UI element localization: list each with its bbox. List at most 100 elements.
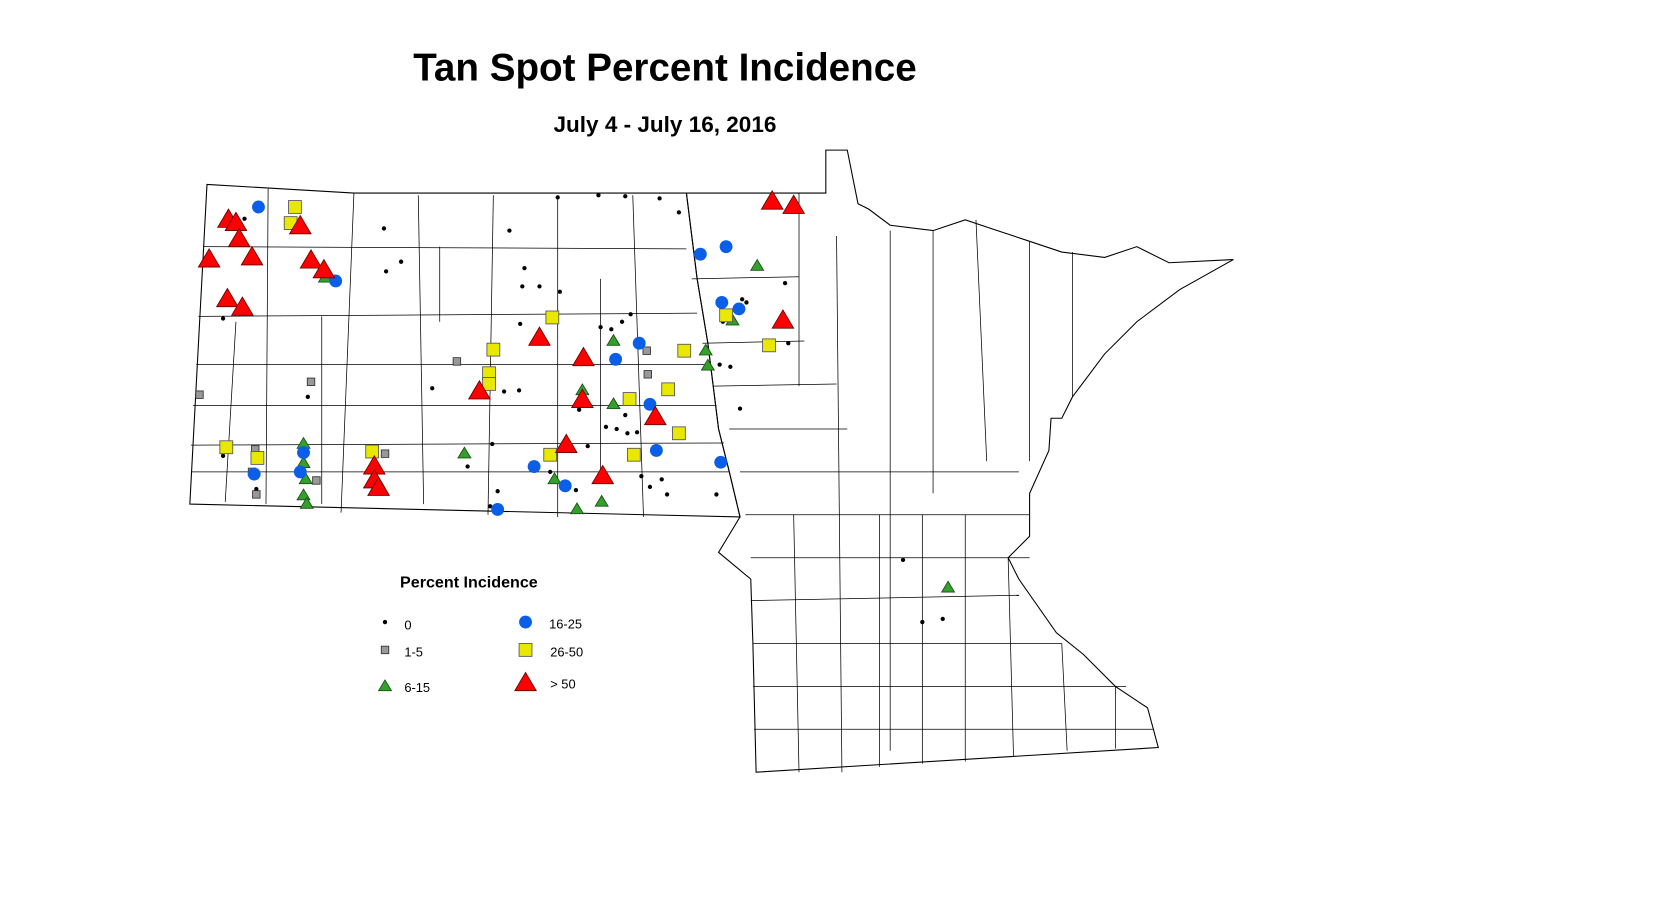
legend-symbol-incidence-16-25 [519, 615, 532, 629]
zero-incidence-marker [465, 464, 470, 469]
map-subtitle: July 4 - July 16, 2016 [553, 112, 777, 138]
zero-incidence-marker [628, 312, 633, 317]
legend-label-16-25: 16-25 [549, 616, 583, 632]
zero-incidence-marker [717, 362, 722, 367]
incidence-26-50-marker [250, 451, 265, 465]
incidence-26-50-marker [626, 447, 641, 462]
incidence-over-50-marker [299, 249, 323, 269]
incidence-over-50-marker [571, 346, 595, 367]
zero-incidence-marker [647, 484, 653, 490]
incidence-1-5-marker [252, 490, 261, 499]
incidence-16-25-marker [719, 240, 733, 254]
zero-incidence-marker [305, 394, 310, 399]
zero-incidence-marker [609, 327, 614, 332]
incidence-6-15-marker [606, 333, 621, 346]
zero-incidence-marker [782, 280, 788, 286]
zero-incidence-marker [603, 424, 609, 429]
legend-symbol-incidence-6-15 [377, 679, 393, 692]
zero-incidence-marker [740, 297, 745, 302]
zero-incidence-marker [254, 486, 259, 492]
county-boundary [203, 246, 687, 250]
legend-symbol-incidence-26-50 [518, 643, 533, 657]
incidence-over-50-marker [224, 211, 248, 232]
zero-incidence-marker [487, 504, 493, 509]
incidence-1-5-marker [452, 357, 462, 366]
zero-incidence-marker [623, 412, 628, 418]
incidence-6-15-marker [298, 472, 313, 485]
incidence-over-50-marker [771, 309, 795, 329]
incidence-over-50-marker [760, 190, 784, 210]
incidence-over-50-marker [312, 258, 336, 279]
zero-incidence-marker [585, 444, 590, 449]
county-boundary [713, 383, 837, 387]
incidence-over-50-marker [230, 296, 254, 316]
zero-incidence-marker [507, 228, 512, 233]
county-boundary [198, 312, 698, 317]
incidence-16-25-marker [714, 455, 728, 469]
incidence-over-50-marker [643, 405, 667, 426]
legend-label-gt50: > 50 [550, 676, 576, 692]
legend-symbol-incidence-1-5 [380, 645, 390, 655]
incidence-26-50-marker [661, 382, 676, 397]
zero-incidence-marker [664, 492, 670, 497]
incidence-6-15-marker [299, 496, 314, 509]
incidence-16-25-marker [247, 467, 261, 481]
incidence-1-5-marker [380, 449, 390, 458]
zero-incidence-marker [625, 431, 630, 436]
zero-incidence-marker [573, 487, 579, 493]
incidence-26-50-marker [762, 338, 776, 353]
incidence-26-50-marker [545, 310, 560, 325]
zero-incidence-marker [501, 389, 507, 394]
county-boundary [691, 276, 800, 280]
incidence-16-25-marker [297, 446, 310, 460]
zero-incidence-marker [430, 386, 435, 391]
incidence-26-50-marker [719, 308, 733, 323]
legend-symbol-zero-incidence [382, 619, 388, 625]
zero-incidence-marker [623, 194, 628, 199]
zero-incidence-marker [383, 269, 389, 274]
zero-incidence-marker [220, 316, 226, 321]
zero-incidence-marker [614, 426, 619, 432]
legend-label-26-50: 26-50 [550, 644, 584, 660]
incidence-16-25-marker [693, 247, 707, 261]
county-boundary [793, 514, 800, 773]
zero-incidence-marker [920, 619, 925, 625]
county-boundary [632, 195, 644, 517]
incidence-over-50-marker [467, 379, 491, 400]
incidence-6-15-marker [547, 472, 562, 485]
incidence-over-50-marker [570, 388, 594, 408]
incidence-6-15-marker [940, 580, 956, 593]
incidence-16-25-marker [649, 444, 663, 457]
incidence-6-15-marker [296, 488, 311, 501]
incidence-1-5-marker [642, 346, 651, 355]
county-boundary [836, 235, 843, 773]
incidence-6-15-marker [606, 397, 621, 410]
incidence-26-50-marker [677, 343, 692, 358]
zero-incidence-marker [728, 364, 733, 369]
zero-incidence-marker [619, 319, 625, 324]
incidence-over-50-marker [591, 464, 615, 485]
incidence-over-50-marker [782, 194, 806, 214]
county-boundary [224, 321, 237, 502]
incidence-1-5-marker [312, 476, 321, 485]
incidence-16-25-marker [491, 503, 505, 516]
incidence-26-50-marker [365, 444, 380, 459]
north-dakota-outline [189, 183, 741, 518]
zero-incidence-marker [940, 616, 945, 621]
legend-label-6-15: 6-15 [404, 679, 431, 695]
zero-incidence-marker [537, 284, 542, 289]
incidence-6-15-marker [594, 494, 609, 507]
incidence-16-25-marker [609, 352, 623, 366]
county-boundary [1007, 557, 1014, 757]
zero-incidence-marker [657, 196, 662, 201]
incidence-26-50-marker [288, 200, 302, 214]
legend-symbol-incidence-over-50 [514, 671, 538, 692]
county-boundary [1061, 643, 1068, 751]
zero-incidence-marker [634, 430, 640, 435]
incidence-1-5-marker [195, 390, 204, 399]
incidence-26-50-marker [543, 447, 558, 462]
zero-incidence-marker [737, 406, 743, 411]
zero-incidence-marker [495, 489, 500, 494]
zero-incidence-marker [522, 265, 527, 271]
